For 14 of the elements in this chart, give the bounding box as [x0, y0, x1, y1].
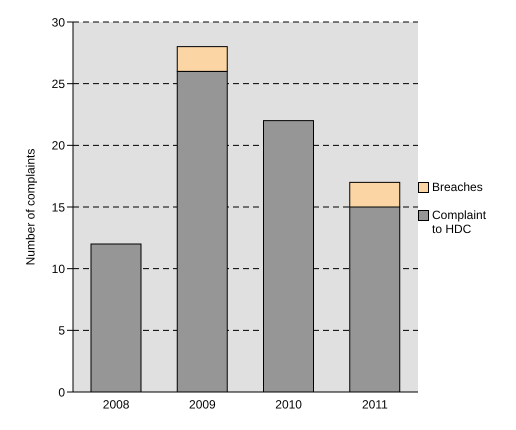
x-tick-label: 2011: [362, 398, 388, 412]
y-tick-label: 15: [52, 200, 66, 214]
y-tick-label: 20: [52, 138, 66, 153]
y-tick-label: 30: [52, 15, 66, 30]
x-tick-label: 2009: [189, 398, 216, 412]
legend-label: Complaint to HDC: [432, 208, 488, 236]
y-tick-label: 10: [52, 262, 66, 276]
y-tick-label: 0: [58, 385, 66, 400]
x-tick-label: 2008: [102, 398, 130, 412]
x-tick-label: 2010: [275, 398, 302, 412]
legend-label: Breaches: [432, 180, 484, 194]
y-tick-label: 25: [52, 76, 66, 91]
y-tick-label: 5: [58, 324, 66, 338]
y-axis-title: Number of complaints: [23, 148, 38, 266]
